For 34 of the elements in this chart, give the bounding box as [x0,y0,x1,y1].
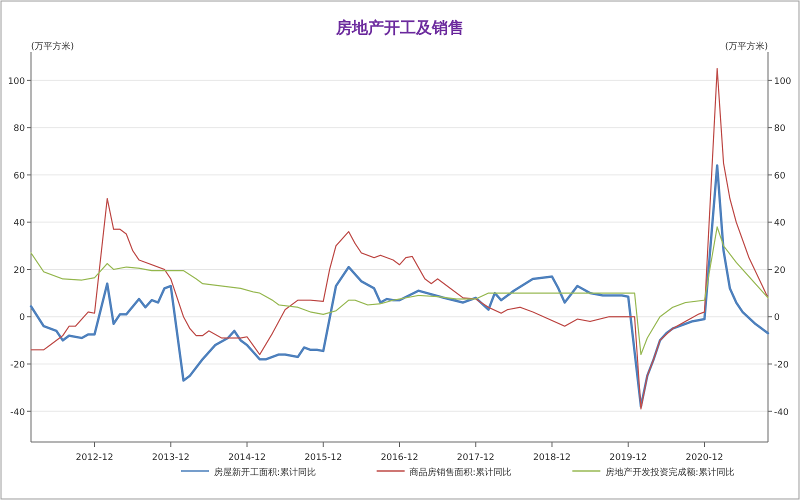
y2-axis-title: (万平方米) [724,41,768,52]
x-tick-label: 2015-12 [304,453,342,463]
y2-tick-label: 20 [774,266,786,276]
y2-tick-label: 80 [774,124,786,134]
x-tick-label: 2013-12 [152,453,190,463]
legend-label: 房地产开发投资完成额:累计同比 [605,467,734,478]
y-tick-label: 100 [8,76,26,87]
x-tick-label: 2012-12 [76,453,114,463]
x-tick-label: 2018-12 [533,453,571,463]
legend-label: 商品房销售面积:累计同比 [410,467,512,478]
line-series [30,164,770,408]
y-tick-label: 60 [14,171,26,182]
y-tick-label: 20 [14,266,26,276]
y2-tick-label: -20 [774,360,789,370]
y2-tick-label: 60 [774,171,786,182]
chart-title: 房地产开工及销售 [335,18,464,37]
legend-label: 房屋新开工面积:累计同比 [214,467,316,478]
y2-tick-label: 40 [774,218,786,229]
y2-tick-label: 0 [774,313,780,324]
x-tick-label: 2020-12 [686,453,724,463]
y2-tick-label: 100 [774,76,792,87]
x-tick-label: 2019-12 [609,453,648,463]
line-series [30,226,769,356]
y-tick-label: 80 [14,124,26,134]
y-tick-label: 0 [19,313,26,324]
y-tick-label: -40 [10,408,26,418]
y-axis-title: (万平方米) [31,41,74,52]
x-tick-label: 2017-12 [456,453,495,463]
y2-tick-label: -40 [774,408,789,418]
x-tick-label: 2016-12 [380,453,418,463]
line-series [30,68,769,410]
y-tick-label: -20 [10,360,26,370]
x-tick-label: 2014-12 [228,453,266,463]
y-tick-label: 40 [14,218,26,229]
